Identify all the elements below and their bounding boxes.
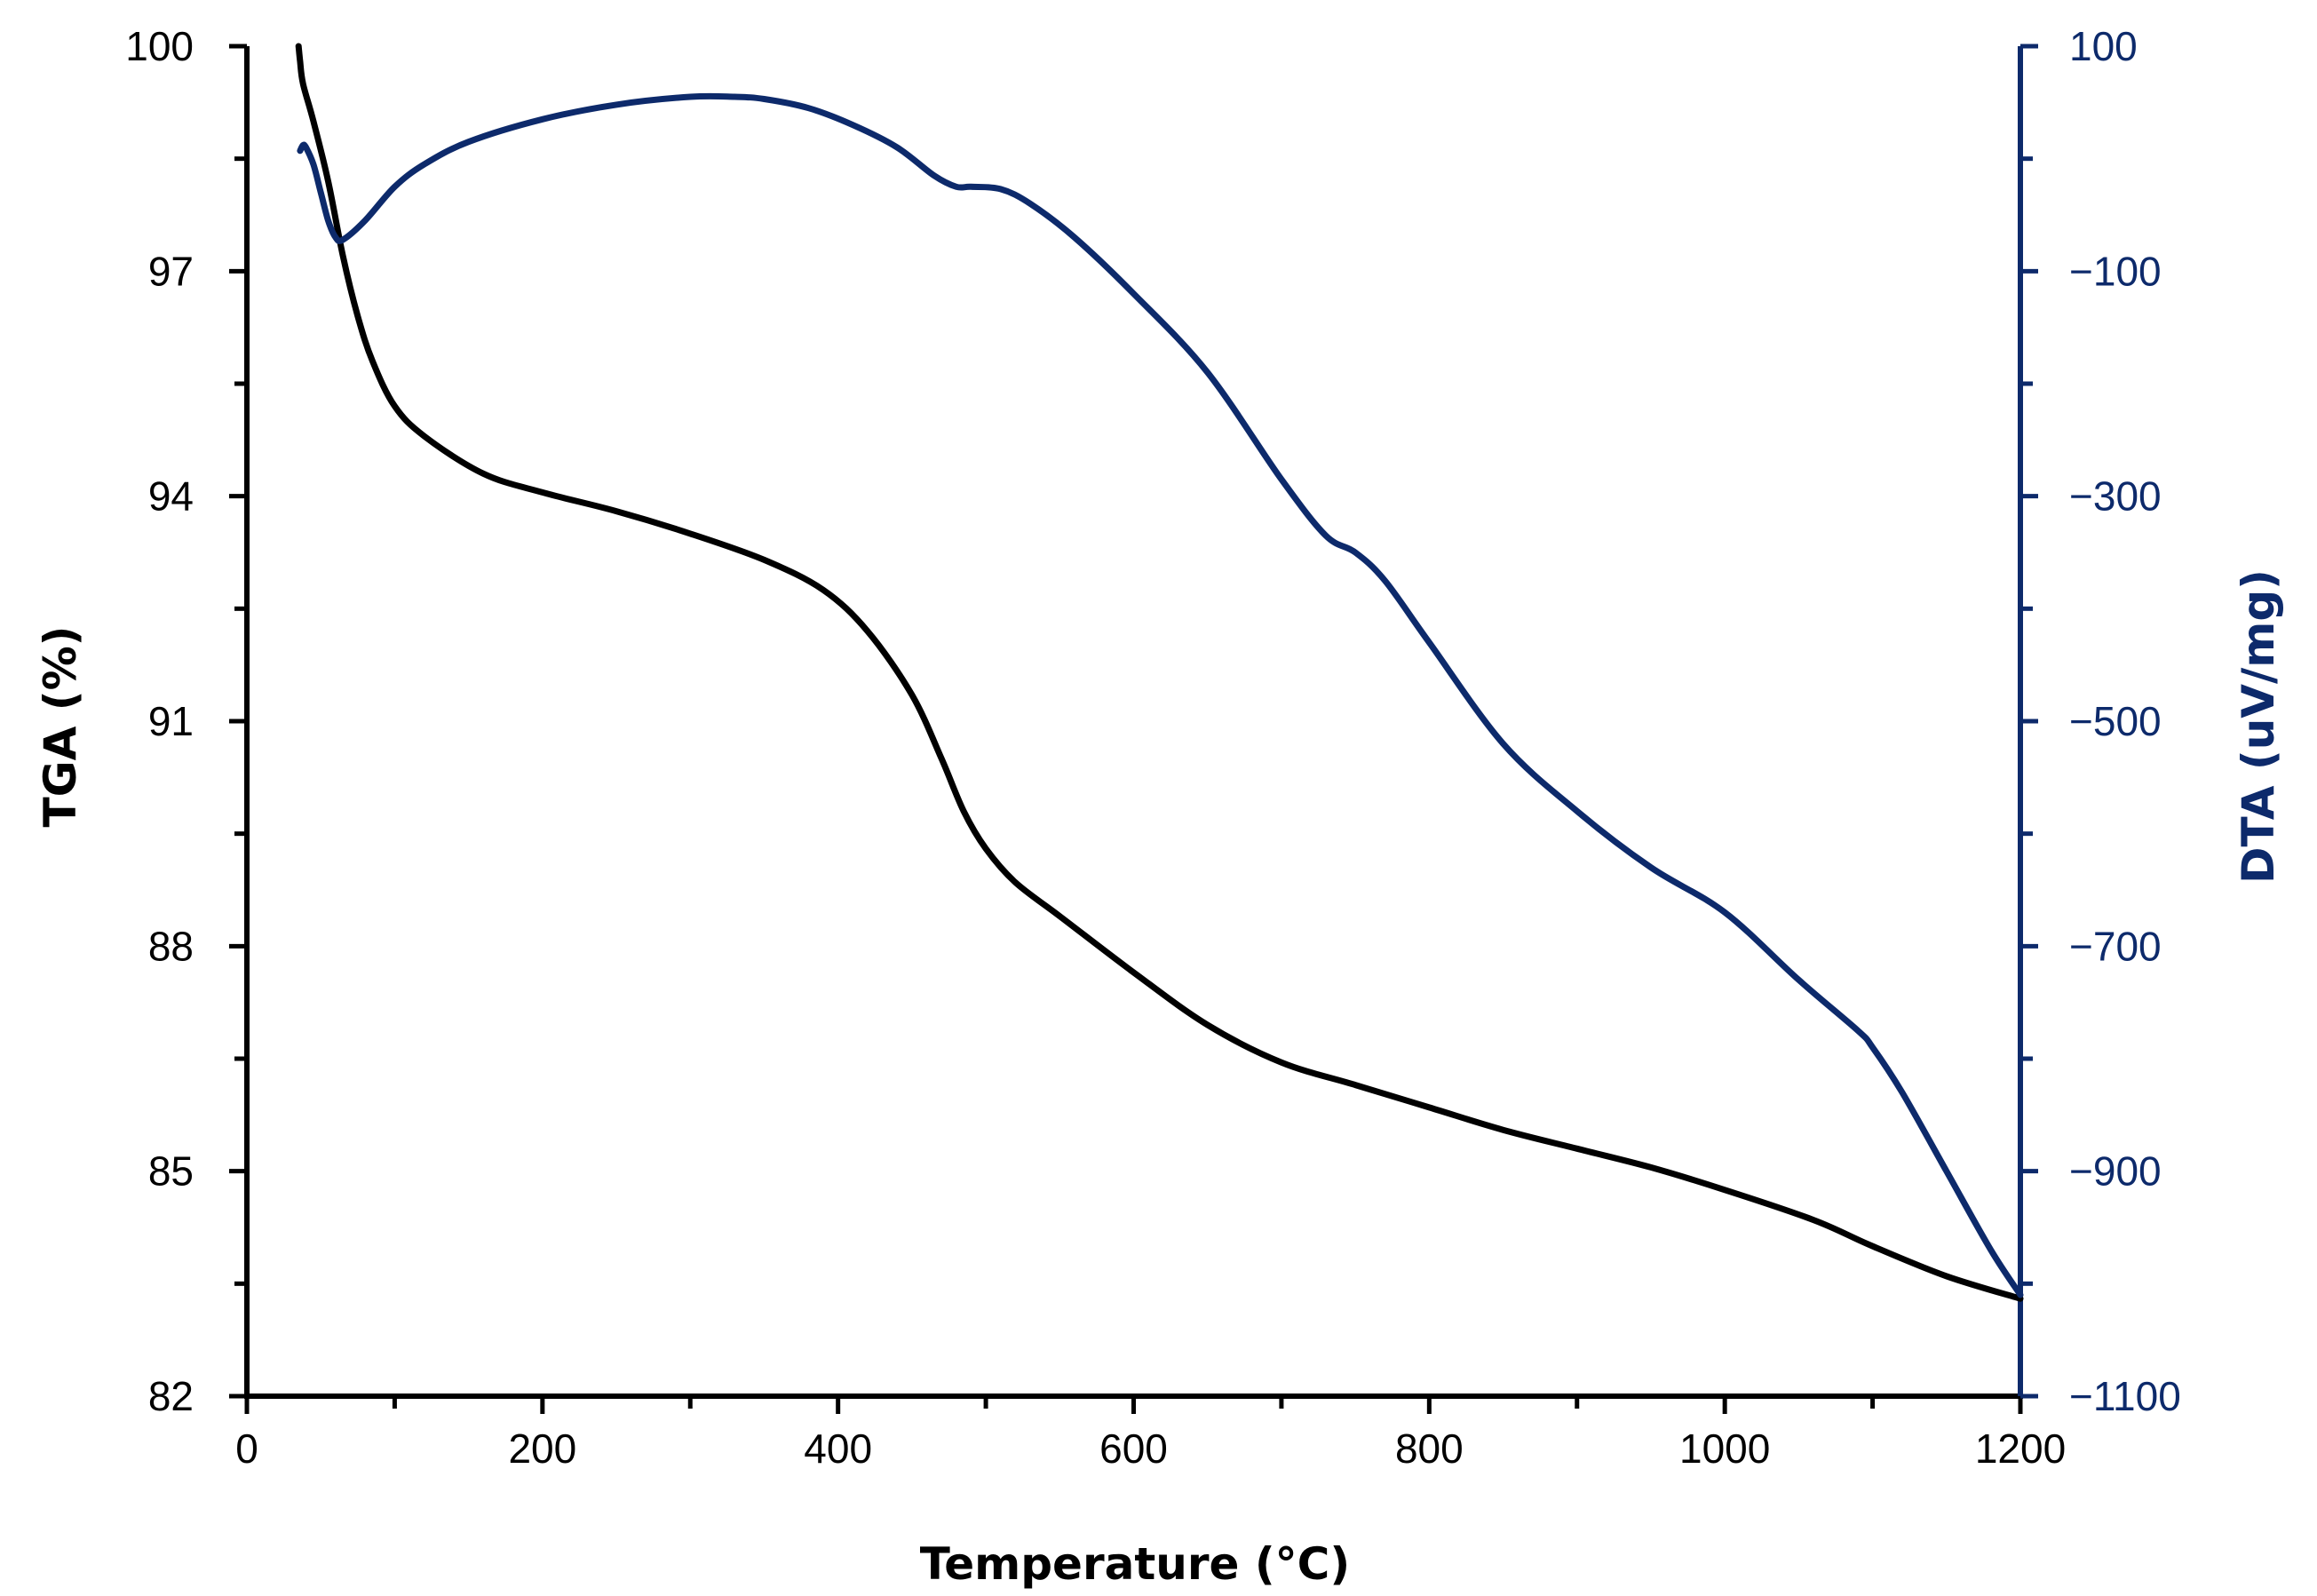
- x-tick-label: 400: [804, 1425, 872, 1472]
- y-right-tick-label: 100: [2069, 23, 2138, 69]
- y-right-tick-label: −700: [2069, 923, 2162, 969]
- x-tick-label: 800: [1395, 1425, 1464, 1472]
- x-tick-label: 0: [235, 1425, 258, 1472]
- series-layer: [295, 43, 2024, 1302]
- y-left-tick-label: 91: [148, 698, 194, 744]
- x-tick-label: 1000: [1679, 1425, 1770, 1472]
- x-tick-label: 200: [508, 1425, 576, 1472]
- x-tick-label: 600: [1099, 1425, 1168, 1472]
- y-left-tick-label: 100: [125, 23, 194, 69]
- ticks-layer: 0 200 400 600 800 1000 1200 82 85 88 91 94 97 100 −110…: [125, 23, 2181, 1472]
- y-left-tick-label: 85: [148, 1148, 194, 1195]
- series-line-dta: [297, 92, 2024, 1298]
- y-right-tick-label: −300: [2069, 473, 2162, 520]
- y-right-axis-title: DTA (uV/mg): [2233, 569, 2284, 884]
- x-tick-label: 1200: [1975, 1425, 2066, 1472]
- y-left-tick-label: 88: [148, 923, 194, 969]
- y-right-tick-label: −100: [2069, 248, 2162, 294]
- series-line-tga: [295, 43, 2024, 1302]
- y-left-axis-title: TGA (%): [35, 625, 86, 827]
- y-left-tick-label: 97: [148, 248, 194, 294]
- y-right-tick-label: −500: [2069, 698, 2162, 744]
- y-left-tick-label: 82: [148, 1373, 194, 1419]
- x-axis-title: Temperature (°C): [920, 1538, 1350, 1590]
- y-left-tick-label: 94: [148, 473, 194, 520]
- axes-frame: [244, 46, 2023, 1399]
- y-right-tick-label: −900: [2069, 1148, 2162, 1195]
- y-right-tick-label: −1100: [2069, 1373, 2181, 1419]
